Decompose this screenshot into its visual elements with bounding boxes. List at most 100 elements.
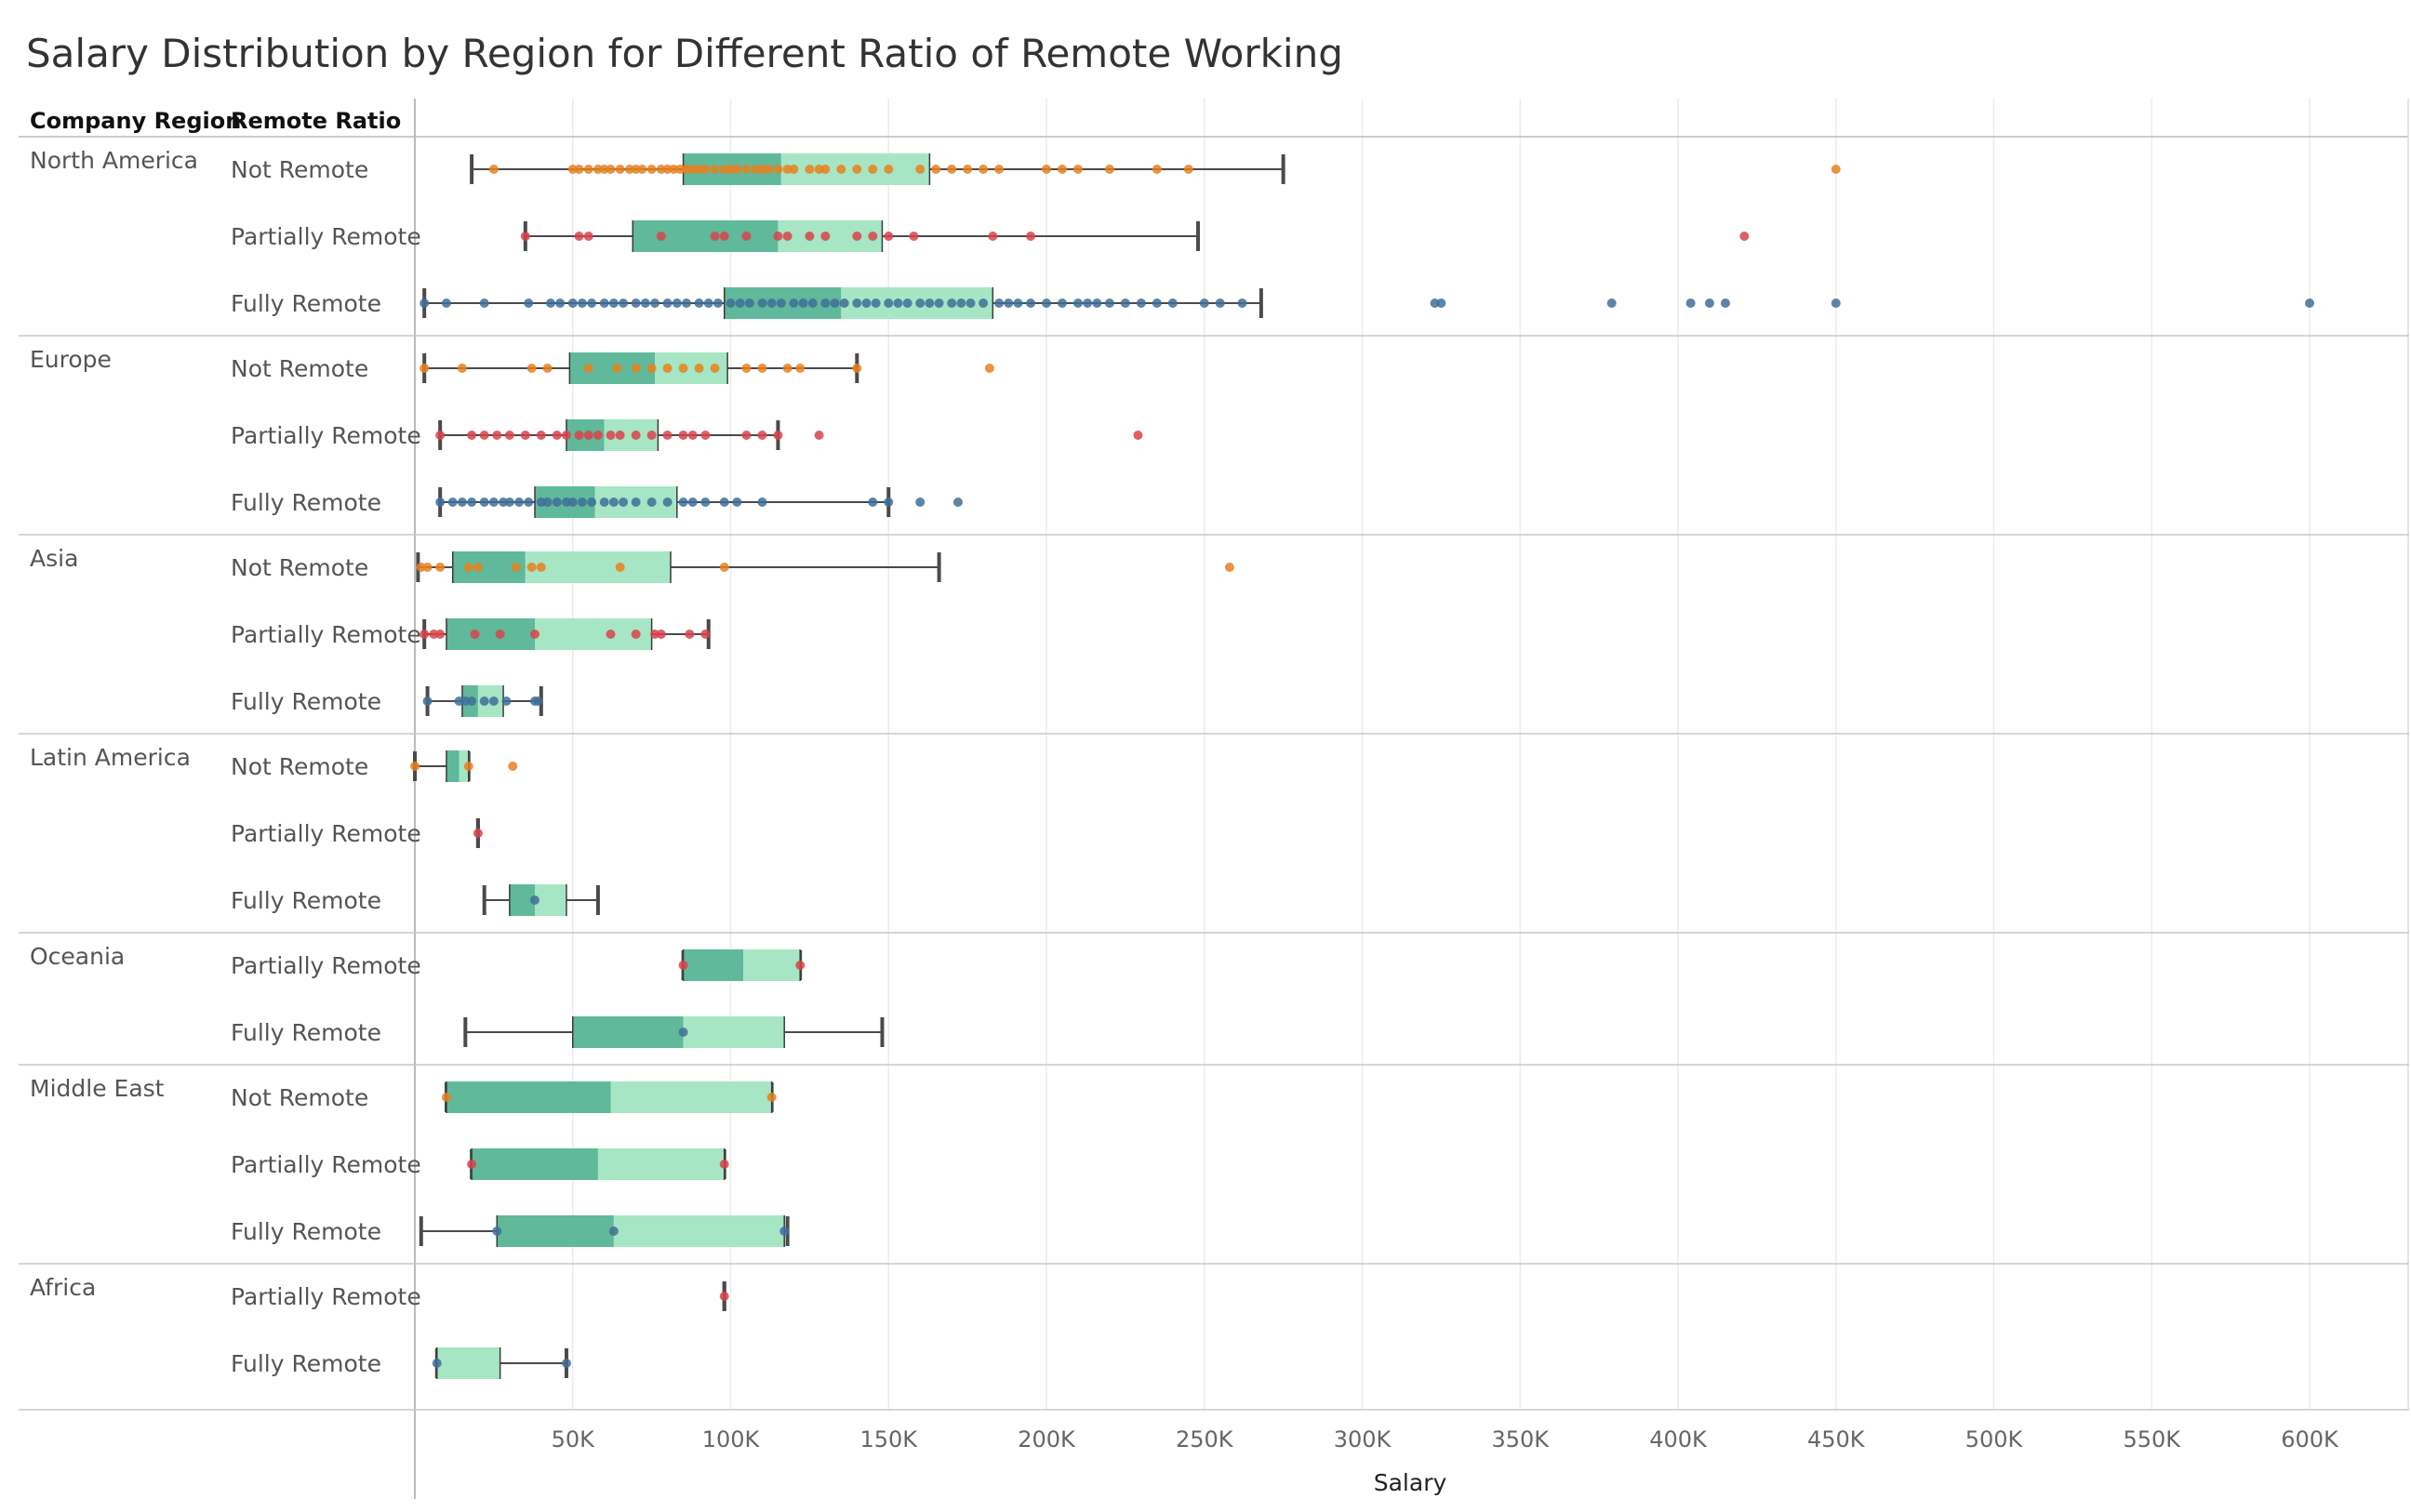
data-point-north-america-partially-remote-0: [520, 232, 530, 241]
data-point-europe-fully-remote-20: [631, 497, 641, 507]
data-point-asia-partially-remote-5: [530, 630, 540, 639]
data-point-asia-partially-remote-10: [685, 630, 695, 639]
box-plots: [413, 153, 1285, 1379]
data-point-north-america-not-remote-27: [764, 165, 774, 174]
box-upper-asia-not-remote: [525, 551, 671, 583]
data-point-europe-fully-remote-5: [488, 497, 499, 507]
data-point-north-america-partially-remote-10: [820, 232, 831, 241]
remote-label-africa-fully-remote: Fully Remote: [231, 1350, 381, 1377]
data-point-north-america-not-remote-30: [789, 165, 799, 174]
data-point-north-america-not-remote-41: [963, 165, 973, 174]
data-point-europe-not-remote-17: [984, 364, 994, 373]
data-point-europe-partially-remote-24: [1133, 431, 1143, 440]
data-point-europe-not-remote-8: [662, 364, 673, 373]
data-point-north-america-fully-remote-70: [2305, 298, 2314, 308]
data-point-north-america-partially-remote-11: [852, 232, 862, 241]
data-point-north-america-fully-remote-67: [1704, 298, 1714, 308]
data-point-north-america-fully-remote-43: [956, 298, 966, 308]
data-point-north-america-partially-remote-2: [583, 232, 593, 241]
data-point-europe-partially-remote-0: [435, 431, 446, 440]
region-label-middle-east: Middle East: [30, 1075, 165, 1102]
data-point-north-america-fully-remote-45: [979, 298, 989, 308]
data-point-europe-partially-remote-5: [520, 431, 530, 440]
x-tick-label-350k: 350K: [1491, 1426, 1550, 1452]
data-point-europe-not-remote-11: [710, 364, 720, 373]
data-point-europe-fully-remote-21: [646, 497, 657, 507]
data-point-europe-partially-remote-1: [467, 431, 477, 440]
data-point-north-america-fully-remote-28: [798, 298, 808, 308]
data-point-europe-partially-remote-21: [757, 431, 767, 440]
data-point-north-america-fully-remote-25: [766, 298, 777, 308]
data-point-north-america-fully-remote-5: [555, 298, 566, 308]
data-point-europe-partially-remote-4: [504, 431, 514, 440]
data-point-north-america-not-remote-28: [773, 165, 783, 174]
data-point-north-america-not-remote-6: [606, 165, 616, 174]
data-point-north-america-fully-remote-23: [744, 298, 754, 308]
data-point-europe-not-remote-1: [457, 364, 467, 373]
data-point-north-america-partially-remote-16: [1026, 232, 1036, 241]
data-point-north-america-partially-remote-5: [719, 232, 729, 241]
data-point-europe-not-remote-5: [612, 364, 622, 373]
data-point-north-america-fully-remote-34: [861, 298, 872, 308]
data-point-north-america-fully-remote-27: [789, 298, 799, 308]
x-tick-label-300k: 300K: [1334, 1426, 1392, 1452]
data-point-europe-not-remote-2: [526, 364, 537, 373]
data-point-north-america-not-remote-46: [1072, 165, 1083, 174]
data-point-north-america-fully-remote-59: [1167, 298, 1178, 308]
data-point-oceania-partially-remote-1: [795, 961, 806, 970]
data-point-europe-not-remote-6: [631, 364, 641, 373]
data-point-africa-partially-remote-0: [719, 1292, 729, 1301]
data-point-north-america-fully-remote-10: [608, 298, 619, 308]
box-lower-oceania-fully-remote: [572, 1016, 684, 1048]
data-point-north-america-not-remote-7: [615, 165, 625, 174]
data-point-europe-partially-remote-14: [631, 431, 641, 440]
data-point-north-america-fully-remote-55: [1104, 298, 1114, 308]
data-point-north-america-partially-remote-3: [656, 232, 666, 241]
data-point-europe-fully-remote-27: [732, 497, 742, 507]
data-point-north-america-fully-remote-61: [1215, 298, 1225, 308]
data-point-latin-america-not-remote-0: [410, 762, 420, 771]
remote-label-middle-east-partially-remote: Partially Remote: [231, 1151, 421, 1178]
data-point-north-america-fully-remote-51: [1057, 298, 1067, 308]
chart-title: Salary Distribution by Region for Differ…: [26, 31, 1343, 76]
data-point-north-america-fully-remote-22: [735, 298, 745, 308]
data-point-north-america-not-remote-35: [852, 165, 862, 174]
region-label-europe: Europe: [30, 346, 112, 373]
data-point-europe-fully-remote-1: [447, 497, 458, 507]
data-point-north-america-fully-remote-21: [726, 298, 736, 308]
data-point-north-america-not-remote-36: [868, 165, 878, 174]
data-point-north-america-fully-remote-2: [479, 298, 489, 308]
data-point-middle-east-fully-remote-2: [779, 1227, 790, 1236]
data-point-north-america-not-remote-34: [836, 165, 846, 174]
data-point-north-america-partially-remote-8: [782, 232, 793, 241]
data-point-north-america-fully-remote-19: [703, 298, 713, 308]
data-point-north-america-fully-remote-6: [567, 298, 578, 308]
data-point-asia-partially-remote-11: [700, 630, 711, 639]
data-point-north-america-fully-remote-29: [807, 298, 818, 308]
data-point-north-america-fully-remote-37: [893, 298, 903, 308]
x-tick-label-150k: 150K: [859, 1426, 918, 1452]
data-point-north-america-fully-remote-60: [1199, 298, 1209, 308]
data-point-europe-fully-remote-25: [700, 497, 711, 507]
region-label-latin-america: Latin America: [30, 744, 191, 771]
remote-label-oceania-partially-remote: Partially Remote: [231, 952, 421, 979]
data-point-latin-america-fully-remote-0: [530, 895, 540, 905]
box-upper-oceania-fully-remote: [683, 1016, 785, 1048]
data-point-europe-partially-remote-7: [552, 431, 562, 440]
box-upper-africa-fully-remote: [436, 1347, 500, 1379]
data-point-oceania-partially-remote-0: [678, 961, 688, 970]
box-lower-asia-partially-remote: [446, 618, 536, 650]
data-point-north-america-fully-remote-11: [619, 298, 629, 308]
box-upper-latin-america-fully-remote: [535, 884, 566, 916]
x-axis: 50K 100K 150K 200K 250K 300K 350K 400K 450K 500K 5…: [552, 1426, 2339, 1452]
data-point-north-america-fully-remote-38: [902, 298, 912, 308]
data-point-north-america-not-remote-47: [1104, 165, 1114, 174]
data-point-north-america-fully-remote-52: [1072, 298, 1083, 308]
data-point-north-america-fully-remote-12: [631, 298, 641, 308]
remote-label-europe-not-remote: Not Remote: [231, 355, 368, 382]
data-point-north-america-partially-remote-7: [773, 232, 783, 241]
data-point-asia-not-remote-5: [511, 563, 521, 572]
data-point-north-america-not-remote-43: [994, 165, 1005, 174]
region-label-north-america: North America: [30, 147, 198, 174]
